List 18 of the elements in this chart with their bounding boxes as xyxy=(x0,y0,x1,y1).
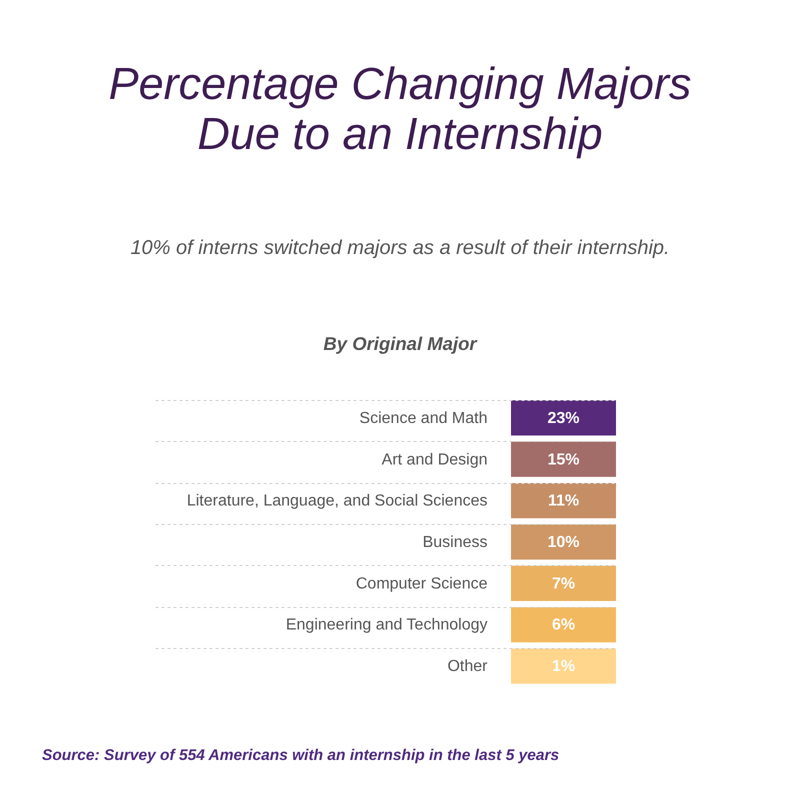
y-tick-label: Business xyxy=(422,534,488,551)
y-tick-label: Art and Design xyxy=(382,451,488,468)
data-label: 23% xyxy=(547,410,580,427)
source-note: Source: Survey of 554 Americans with an internship in the last 5 years xyxy=(42,747,560,764)
chart-subtitle: 10% of interns switched majors as a result of their internship. xyxy=(130,237,670,259)
data-label: 1% xyxy=(552,658,576,676)
data-label: 7% xyxy=(552,575,576,592)
y-tick-label: Other xyxy=(447,658,488,676)
data-label: 11% xyxy=(548,492,580,510)
y-tick-label: Literature, Language, and Social Sciences xyxy=(186,492,488,510)
y-axis-title: By Original Major xyxy=(323,333,478,354)
chart-title: Percentage Changing Majors Due to an Internship xyxy=(108,58,692,159)
y-tick-label: Science and Math xyxy=(359,410,488,427)
data-label: 6% xyxy=(552,616,576,634)
y-tick-label: Computer Science xyxy=(356,575,488,592)
y-tick-label: Engineering and Technology xyxy=(286,616,488,634)
data-label: 10% xyxy=(547,534,580,551)
data-label: 15% xyxy=(547,451,580,468)
